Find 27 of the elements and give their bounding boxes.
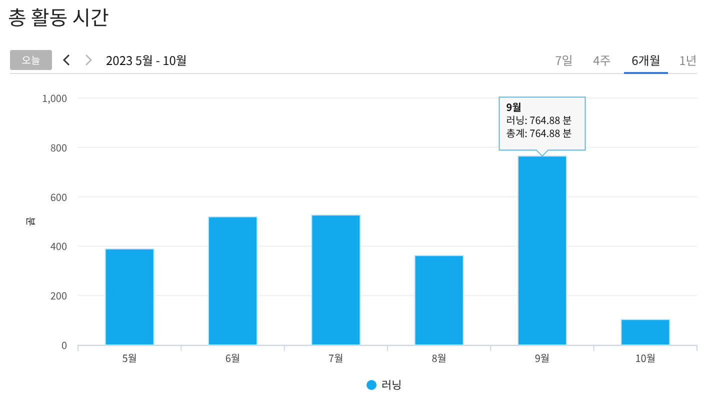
x-tick-label: 8월 (432, 350, 446, 365)
text: 오늘 (22, 52, 40, 67)
legend-label: 러닝 (382, 377, 402, 393)
y-tick-label: 0 (61, 337, 68, 352)
chart-title: 총 활동 시간 (8, 2, 109, 31)
bar (620, 319, 670, 346)
x-tick-label: 10월 (635, 350, 656, 365)
annotation: 9월 러닝: 764.88 분 총계: 764.88 분 (506, 99, 572, 140)
y-tick-label: 200 (50, 288, 68, 303)
text: 2023 5월 - 10월 (106, 52, 187, 69)
bar (414, 255, 464, 346)
y-tick-label: 1,000 (42, 90, 68, 105)
y-tick-label: 800 (50, 139, 68, 154)
bar (104, 248, 154, 346)
x-tick-label: 5월 (122, 350, 137, 365)
text: 7일 (555, 52, 573, 69)
y-tick-label: 400 (50, 238, 68, 254)
x-tick-label: 6월 (225, 350, 240, 365)
bar (208, 216, 258, 346)
x-tick-label: 9월 (534, 350, 550, 365)
bar (311, 214, 361, 346)
text: 1년 (679, 52, 697, 69)
text: 4주 (593, 52, 611, 69)
y-axis-title: 분 (24, 216, 39, 226)
y-tick-label: 600 (50, 188, 68, 204)
x-tick-label: 7월 (328, 350, 344, 365)
text: 6개월 (632, 52, 660, 69)
